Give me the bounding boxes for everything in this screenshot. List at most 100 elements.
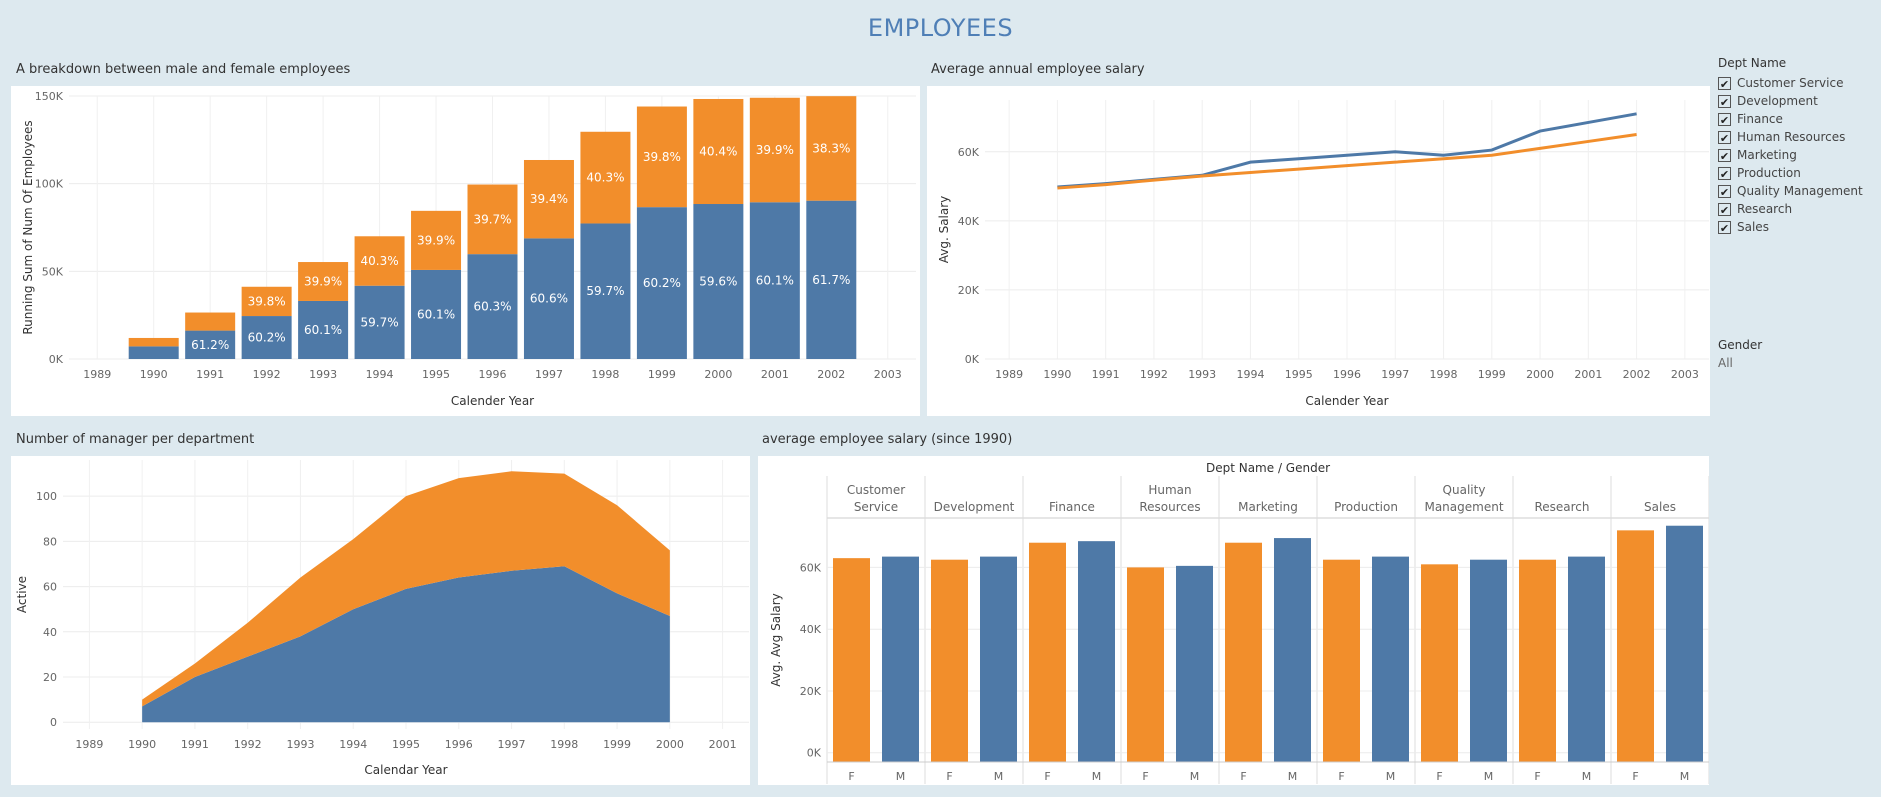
data-label-male: 60.3% (473, 300, 511, 314)
checkbox-icon[interactable]: ✔ (1718, 148, 1731, 163)
dept-filter-item[interactable]: ✔ Marketing (1718, 146, 1878, 164)
chart4-panel: Dept Name / Gender 0K 20K 40K 60K Customer Ser… (758, 456, 1710, 785)
dept-label: Finance (1049, 500, 1095, 514)
chart1-title: A breakdown between male and female empl… (16, 62, 351, 77)
bar-male (185, 330, 236, 359)
x-tick-label: 1992 (253, 368, 281, 381)
bar-male (749, 202, 800, 359)
data-label-male: 61.7% (812, 273, 850, 287)
dept-filter-label: Human Resources (1737, 130, 1846, 144)
dept-filter-item[interactable]: ✔ Sales (1718, 218, 1878, 236)
gender-label: F (1240, 770, 1246, 783)
x-tick-label: 2000 (1526, 368, 1554, 381)
bar-male (1372, 556, 1409, 762)
dept-filter-label: Quality Management (1737, 184, 1863, 198)
dept-label-line: Sales (1644, 500, 1676, 514)
checkbox-icon[interactable]: ✔ (1718, 130, 1731, 145)
gender-label: M (896, 770, 906, 783)
x-axis-title: Calender Year (451, 394, 534, 408)
bar-female (833, 558, 870, 762)
dept-label: Customer Service (847, 483, 905, 514)
x-tick-label: 1991 (196, 368, 224, 381)
x-tick-label: 1993 (286, 738, 314, 751)
checkbox-icon[interactable]: ✔ (1718, 94, 1731, 109)
y-tick-label: 60 (43, 581, 57, 594)
bar-male (523, 238, 574, 359)
x-tick-label: 2000 (656, 738, 684, 751)
bar-male (1568, 556, 1605, 762)
dept-filter-item[interactable]: ✔ Quality Management (1718, 182, 1878, 200)
x-tick-label: 1993 (309, 368, 337, 381)
x-tick-label: 2001 (709, 738, 737, 751)
bar-female (806, 96, 857, 201)
dept-filter-item[interactable]: ✔ Finance (1718, 110, 1878, 128)
gender-label: F (848, 770, 854, 783)
gender-label: F (1044, 770, 1050, 783)
dept-label-line: Resources (1139, 500, 1200, 514)
x-tick-label: 2002 (817, 368, 845, 381)
x-tick-label: 1999 (1478, 368, 1506, 381)
dept-filter-item[interactable]: ✔ Human Resources (1718, 128, 1878, 146)
gender-label: M (1582, 770, 1592, 783)
y-tick-label: 80 (43, 535, 57, 548)
x-tick-label: 2000 (704, 368, 732, 381)
x-tick-label: 1990 (140, 368, 168, 381)
x-tick-label: 2003 (1671, 368, 1699, 381)
x-tick-label: 1989 (995, 368, 1023, 381)
checkbox-icon[interactable]: ✔ (1718, 166, 1731, 181)
bar-female (1029, 542, 1066, 762)
data-label-female: 40.3% (361, 254, 399, 268)
x-tick-label: 1994 (339, 738, 367, 751)
bar-female (636, 106, 687, 208)
dept-filter-item[interactable]: ✔ Development (1718, 92, 1878, 110)
dept-label-line: Production (1334, 500, 1398, 514)
dept-filter-label: Sales (1737, 220, 1769, 234)
checkbox-icon[interactable]: ✔ (1718, 76, 1731, 91)
y-axis-title: Avg. Salary (937, 196, 951, 264)
x-tick-label: 1996 (1333, 368, 1361, 381)
managers-area-chart: 0 20 40 60 80 100 1989 1990 1991 1992 1993 1994 1995… (15, 460, 749, 777)
x-tick-label: 2003 (874, 368, 902, 381)
dept-filter-item[interactable]: ✔ Research (1718, 200, 1878, 218)
x-tick-label: 1989 (75, 738, 103, 751)
dept-salary-chart: Dept Name / Gender 0K 20K 40K 60K Customer Ser… (769, 461, 1710, 784)
bar-male (882, 556, 919, 762)
dept-filter-item[interactable]: ✔ Production (1718, 164, 1878, 182)
data-label-female: 38.3% (812, 141, 850, 155)
dept-label-line: Finance (1049, 500, 1095, 514)
y-tick-label: 40K (800, 623, 822, 636)
data-label-male: 60.1% (417, 307, 455, 321)
bar-male (354, 285, 405, 359)
x-axis-title: Calender Year (1305, 394, 1388, 408)
dept-label-line: Marketing (1238, 500, 1298, 514)
x-tick-label: 2002 (1623, 368, 1651, 381)
checkbox-icon[interactable]: ✔ (1718, 112, 1731, 127)
y-tick-label: 60K (958, 146, 980, 159)
x-tick-label: 1994 (366, 368, 394, 381)
y-tick-label: 20K (958, 284, 980, 297)
bar-male (411, 269, 462, 359)
gender-label: F (946, 770, 952, 783)
gender-label: M (1092, 770, 1102, 783)
bar-female (1323, 559, 1360, 762)
y-tick-label: 100K (35, 178, 64, 191)
x-tick-label: 1996 (445, 738, 473, 751)
chart3-title: Number of manager per department (16, 432, 255, 447)
checkbox-icon[interactable]: ✔ (1718, 202, 1731, 217)
x-tick-label: 1999 (648, 368, 676, 381)
dept-filter-item[interactable]: ✔ Customer Service (1718, 74, 1878, 92)
x-tick-label: 1998 (550, 738, 578, 751)
y-tick-label: 0K (965, 353, 980, 366)
gender-label: F (1632, 770, 1638, 783)
x-tick-label: 1991 (1092, 368, 1120, 381)
gender-label: F (1338, 770, 1344, 783)
data-label-female: 39.9% (304, 275, 342, 289)
gender-filter-value[interactable]: All (1718, 356, 1733, 370)
bar-female (128, 337, 179, 347)
bar-male (693, 204, 744, 359)
y-tick-label: 40K (958, 215, 980, 228)
checkbox-icon[interactable]: ✔ (1718, 220, 1731, 235)
checkbox-icon[interactable]: ✔ (1718, 184, 1731, 199)
x-tick-label: 2001 (761, 368, 789, 381)
data-label-female: 39.8% (643, 150, 681, 164)
